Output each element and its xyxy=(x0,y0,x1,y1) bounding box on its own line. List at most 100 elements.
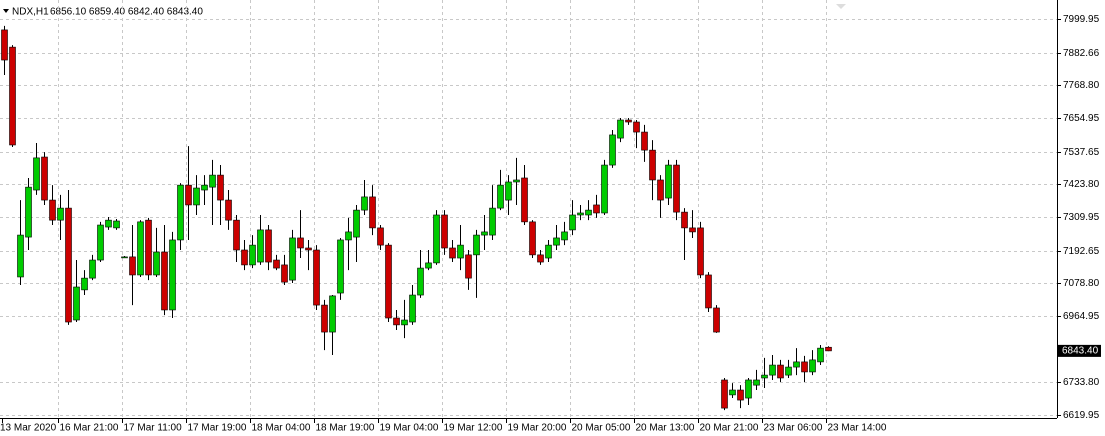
candle-body xyxy=(457,244,464,259)
candle-body xyxy=(369,196,376,229)
candle-body xyxy=(9,46,16,146)
candle-body xyxy=(481,231,488,236)
y-tick-label: 6964.95 xyxy=(1063,311,1100,322)
candle-body xyxy=(201,184,208,191)
candle-body xyxy=(641,131,648,151)
y-tick-label: 7423.80 xyxy=(1063,179,1100,190)
candle-body xyxy=(713,307,720,333)
candle-body xyxy=(361,196,368,211)
candle-body xyxy=(17,234,24,278)
candle-body xyxy=(377,227,384,246)
candle-body xyxy=(665,164,672,199)
candle-body xyxy=(657,179,664,201)
candle-body xyxy=(25,186,32,238)
y-tick-label: 6733.80 xyxy=(1063,377,1100,388)
candle-body xyxy=(289,237,296,281)
candle-body xyxy=(441,214,448,249)
candle-body xyxy=(217,174,224,201)
candle-body xyxy=(225,199,232,221)
candle-body xyxy=(65,207,72,323)
y-tick-label: 7078.80 xyxy=(1063,278,1100,289)
candle-body xyxy=(105,219,112,228)
y-tick-label: 7882.66 xyxy=(1063,48,1100,59)
candle-body xyxy=(489,207,496,236)
candle-body xyxy=(809,359,816,373)
candle-body xyxy=(777,364,784,379)
candle-body xyxy=(537,254,544,263)
x-tick-label: 20 Mar 21:00 xyxy=(700,423,759,434)
y-tick-label: 6619.95 xyxy=(1063,410,1100,421)
candle-body xyxy=(233,219,240,251)
candle-body xyxy=(465,254,472,279)
candle-body xyxy=(673,164,680,213)
x-tick-label: 19 Mar 12:00 xyxy=(444,423,503,434)
candle-body xyxy=(385,244,392,319)
candle-body xyxy=(697,227,704,276)
candle-body xyxy=(737,389,744,401)
candle-body xyxy=(297,237,304,249)
x-tick-label: 13 Mar 2020 xyxy=(0,423,57,434)
candle-body xyxy=(609,134,616,166)
candle-body xyxy=(169,239,176,311)
y-tick-label: 7999.95 xyxy=(1063,14,1100,25)
symbol-menu-icon[interactable] xyxy=(3,9,9,13)
candle-body xyxy=(273,259,280,269)
y-tick-label: 7192.65 xyxy=(1063,246,1100,257)
candle-body xyxy=(257,229,264,263)
candle-body xyxy=(825,346,832,352)
candle-body xyxy=(585,209,592,216)
candle-body xyxy=(769,364,776,376)
candle-body xyxy=(81,277,88,291)
candle-body xyxy=(721,379,728,409)
candle-body xyxy=(785,366,792,376)
candle-body xyxy=(73,286,80,321)
candle-body xyxy=(617,119,624,139)
y-tick-label: 7654.95 xyxy=(1063,113,1100,124)
x-tick-label: 23 Mar 14:00 xyxy=(828,423,887,434)
candle-body xyxy=(49,199,56,221)
candle-body xyxy=(761,374,768,379)
candle-body xyxy=(97,224,104,261)
candle-body xyxy=(801,361,808,373)
candle-body xyxy=(313,249,320,306)
candle-body xyxy=(745,379,752,399)
candle-body xyxy=(89,259,96,279)
candle-body xyxy=(281,264,288,283)
candle-body xyxy=(185,184,192,206)
x-tick-label: 20 Mar 13:00 xyxy=(636,423,695,434)
candle-body xyxy=(345,231,352,241)
candle-body xyxy=(545,244,552,259)
candle-body xyxy=(625,119,632,123)
candle-body xyxy=(401,319,408,326)
x-tick-label: 17 Mar 19:00 xyxy=(188,423,247,434)
candle-body xyxy=(601,164,608,214)
x-tick-label: 18 Mar 04:00 xyxy=(252,423,311,434)
candle-body xyxy=(513,179,520,183)
candle-body xyxy=(449,247,456,259)
candle-body xyxy=(129,256,136,276)
x-tick-label: 18 Mar 19:00 xyxy=(316,423,375,434)
candle-body xyxy=(433,214,440,264)
candle-body xyxy=(497,184,504,209)
symbol: NDX,H1 xyxy=(12,7,49,18)
candle-body xyxy=(505,181,512,201)
candle-body xyxy=(33,157,40,191)
candle-body xyxy=(241,249,248,266)
candle-body xyxy=(153,251,160,276)
y-tick-label: 7309.95 xyxy=(1063,212,1100,223)
ohlc-text: 6856.10 6859.40 6842.40 6843.40 xyxy=(50,7,203,18)
candle-body xyxy=(681,211,688,229)
x-tick-label: 19 Mar 20:00 xyxy=(508,423,567,434)
y-tick-label: 7537.65 xyxy=(1063,147,1100,158)
candle-body xyxy=(817,347,824,363)
candle-body xyxy=(729,389,736,396)
candle-body xyxy=(577,212,584,216)
candle-body xyxy=(321,304,328,333)
x-tick-label: 20 Mar 05:00 xyxy=(572,423,631,434)
candle-body xyxy=(425,262,432,269)
candle-body xyxy=(753,379,760,386)
candle-body xyxy=(553,237,560,246)
candle-body xyxy=(265,229,272,263)
candle-body xyxy=(569,214,576,231)
candle-body xyxy=(1,29,8,61)
